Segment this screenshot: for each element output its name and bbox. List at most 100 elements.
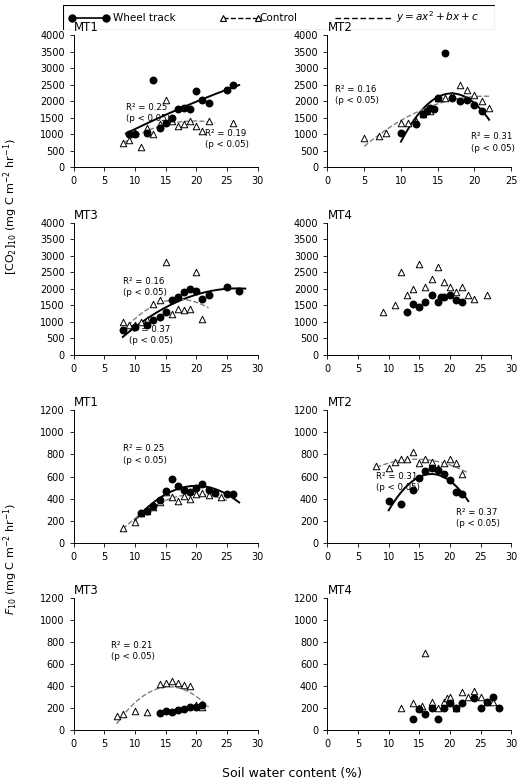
Point bbox=[143, 314, 151, 326]
Text: R² = 0.31
(p < 0.05): R² = 0.31 (p < 0.05) bbox=[471, 133, 515, 152]
Point bbox=[143, 706, 151, 719]
Point bbox=[125, 134, 133, 147]
Point bbox=[192, 119, 200, 132]
Point bbox=[415, 703, 424, 715]
Point bbox=[131, 321, 139, 333]
Point bbox=[180, 102, 188, 114]
Point bbox=[198, 312, 207, 325]
Text: MT1: MT1 bbox=[74, 21, 99, 34]
Point bbox=[186, 283, 194, 295]
Point bbox=[119, 316, 127, 328]
Point bbox=[409, 283, 417, 295]
Text: R² = 0.16
(p < 0.05): R² = 0.16 (p < 0.05) bbox=[335, 84, 378, 105]
Point bbox=[235, 284, 243, 297]
Point bbox=[430, 103, 438, 116]
Point bbox=[180, 483, 188, 496]
Point bbox=[440, 702, 448, 715]
Point bbox=[143, 121, 151, 134]
Text: Control: Control bbox=[260, 12, 298, 23]
Text: MT2: MT2 bbox=[327, 396, 352, 409]
Text: R² = 0.19
(p < 0.05): R² = 0.19 (p < 0.05) bbox=[206, 129, 249, 149]
Point bbox=[421, 281, 430, 294]
Point bbox=[418, 700, 426, 712]
Point bbox=[415, 701, 424, 714]
Text: $F_{10}$ (mg C m$^{-2}$ hr$^{-1}$): $F_{10}$ (mg C m$^{-2}$ hr$^{-1}$) bbox=[1, 502, 20, 615]
Text: MT4: MT4 bbox=[327, 209, 352, 222]
Point bbox=[477, 95, 486, 108]
Point bbox=[443, 691, 451, 704]
Point bbox=[421, 647, 430, 659]
Point bbox=[470, 691, 479, 704]
Point bbox=[186, 680, 194, 693]
Point bbox=[455, 78, 464, 91]
Point bbox=[186, 103, 194, 116]
Text: R² = 0.21
(p < 0.05): R² = 0.21 (p < 0.05) bbox=[111, 641, 154, 661]
Point bbox=[426, 105, 435, 117]
Point bbox=[155, 706, 164, 719]
Point bbox=[119, 324, 127, 337]
Text: R² = 0.16
(p < 0.05): R² = 0.16 (p < 0.05) bbox=[123, 277, 167, 298]
Point bbox=[452, 486, 460, 498]
Text: R² = 0.37
(p < 0.05): R² = 0.37 (p < 0.05) bbox=[129, 325, 173, 345]
Point bbox=[210, 487, 219, 499]
Point bbox=[483, 696, 491, 708]
Text: Soil water content (%): Soil water content (%) bbox=[222, 767, 363, 779]
Point bbox=[161, 704, 170, 717]
Point bbox=[174, 291, 182, 303]
Point bbox=[446, 473, 454, 486]
Point bbox=[483, 696, 491, 708]
Point bbox=[198, 701, 207, 713]
Point bbox=[198, 487, 207, 499]
Point bbox=[372, 459, 380, 472]
Point bbox=[426, 102, 435, 114]
Point bbox=[403, 289, 411, 301]
Point bbox=[476, 690, 485, 703]
Point bbox=[412, 118, 420, 130]
Text: MT2: MT2 bbox=[327, 21, 352, 34]
Point bbox=[198, 699, 207, 711]
Point bbox=[143, 319, 151, 331]
Point bbox=[458, 296, 466, 308]
Point bbox=[421, 296, 430, 308]
Point bbox=[217, 491, 225, 504]
Point bbox=[446, 697, 454, 709]
Point bbox=[180, 678, 188, 690]
Point bbox=[464, 289, 473, 301]
Point bbox=[419, 109, 427, 121]
Point bbox=[131, 319, 139, 331]
Point bbox=[375, 130, 383, 142]
Point bbox=[489, 691, 497, 704]
Point bbox=[168, 115, 176, 127]
Point bbox=[412, 115, 420, 127]
Point bbox=[180, 703, 188, 715]
Point bbox=[137, 507, 145, 519]
Point bbox=[186, 701, 194, 713]
Point bbox=[434, 91, 442, 104]
Point bbox=[180, 286, 188, 298]
Point bbox=[427, 273, 436, 285]
Point bbox=[463, 93, 471, 105]
Point bbox=[404, 116, 413, 129]
Point bbox=[229, 78, 237, 91]
Point bbox=[419, 109, 427, 121]
Point bbox=[161, 116, 170, 129]
Point bbox=[168, 706, 176, 719]
Point bbox=[397, 266, 405, 279]
Point bbox=[421, 465, 430, 477]
Point bbox=[446, 289, 454, 301]
Point bbox=[192, 701, 200, 713]
Point bbox=[446, 691, 454, 704]
Point bbox=[403, 305, 411, 318]
Point bbox=[161, 256, 170, 269]
Point bbox=[131, 127, 139, 139]
Point bbox=[198, 125, 207, 137]
Point bbox=[391, 299, 399, 312]
Point bbox=[119, 522, 127, 534]
Point bbox=[131, 515, 139, 528]
Point bbox=[409, 712, 417, 725]
Point bbox=[477, 105, 486, 117]
Point bbox=[476, 701, 485, 714]
Point bbox=[378, 305, 387, 318]
Point bbox=[174, 103, 182, 116]
Point bbox=[434, 712, 442, 725]
